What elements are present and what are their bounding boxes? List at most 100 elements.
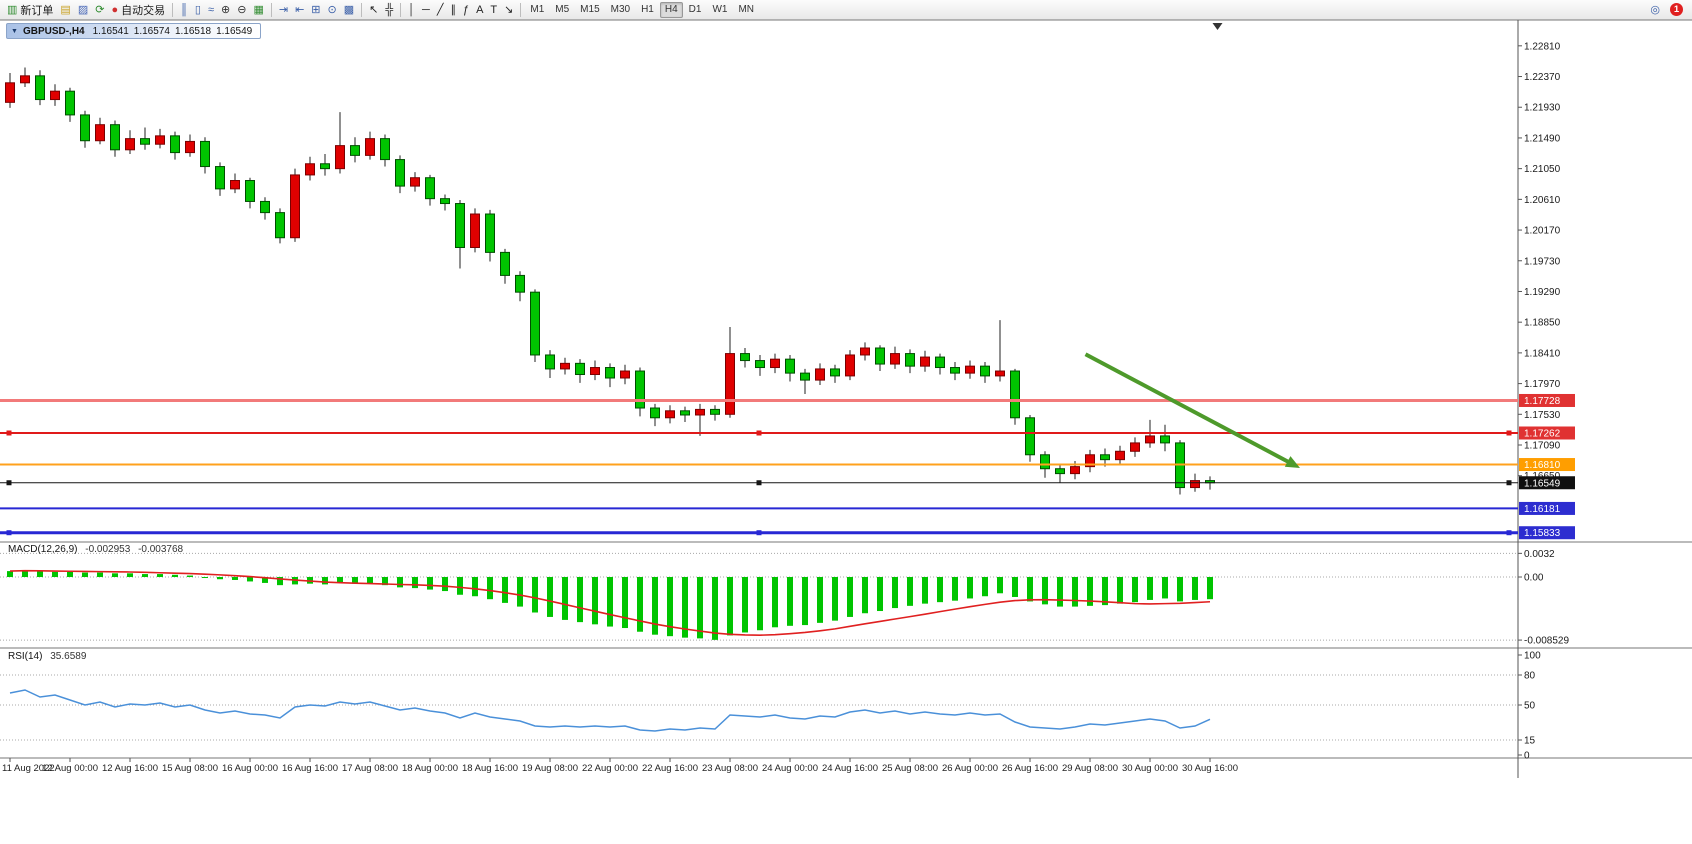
candle (860, 347, 870, 356)
zoom-in-button[interactable]: ⊕ (218, 1, 233, 19)
macd-histogram-bar (877, 577, 883, 612)
new-order-button[interactable]: ▥ 新订单 (4, 1, 56, 19)
trend-arrow-line[interactable] (1084, 352, 1294, 466)
macd-histogram-bar (487, 577, 493, 600)
price-tag-label: 1.16181 (1524, 504, 1561, 515)
macd-histogram-bar (1132, 577, 1138, 603)
crosshair-button[interactable]: ╬ (382, 1, 396, 19)
candle (155, 135, 165, 145)
macd-histogram-bar (172, 574, 178, 578)
channel-button[interactable]: ∥ (447, 1, 459, 19)
new-chart-button[interactable]: ⊞ (308, 1, 323, 19)
candle (80, 114, 90, 142)
auto-trading-button[interactable]: ● 自动交易 (108, 1, 168, 19)
vertical-line-icon: │ (408, 3, 416, 16)
candle (500, 251, 510, 276)
tile-windows-button[interactable]: ▦ (250, 1, 266, 19)
candlestick-chart-button[interactable]: ▯ (192, 1, 204, 19)
text-button[interactable]: A (473, 1, 486, 19)
line-handle[interactable] (756, 430, 762, 436)
auto-trading-button-label: 自动交易 (121, 4, 166, 17)
macd-histogram-bar (157, 574, 163, 578)
timeframe-m5[interactable]: M5 (555, 3, 570, 15)
macd-histogram-bar (592, 577, 598, 625)
macd-histogram-bar (7, 571, 13, 578)
chart-symbol-tab[interactable]: ▼ GBPUSD-,H4 1.16541 1.16574 1.16518 1.1… (6, 23, 262, 39)
timeframe-w1[interactable]: W1 (712, 3, 728, 15)
search-button[interactable]: ◎ (1647, 1, 1663, 19)
zoom-in-icon: ⊕ (221, 3, 231, 16)
time-axis-label: 16 Aug 16:00 (282, 763, 338, 774)
macd-histogram-bar (922, 577, 928, 604)
line-handle[interactable] (1506, 430, 1512, 436)
arrows-button[interactable]: ↘ (501, 1, 516, 19)
print-preview-button[interactable]: ▨ (75, 1, 91, 19)
time-axis-label: 30 Aug 00:00 (1122, 763, 1178, 774)
cursor-button[interactable]: ↖ (366, 1, 381, 19)
candle (350, 145, 360, 156)
line-handle[interactable] (756, 530, 762, 536)
toolbar: ▥ 新订单 ▤ ▨ ⟳ ● 自动交易 ║ ▯ ≈ ⊕ ⊖ ▦ ⇥ ⇤ ⊞ ⊙ ▩ ↖ ╬ │ ─ ╱ ∥ ƒ A T ↘ M1 M5 M15… (0, 0, 1692, 20)
period-icon: ⊙ (327, 3, 337, 16)
macd-histogram-bar (202, 577, 208, 579)
chart-shift-button[interactable]: ⇤ (292, 1, 307, 19)
line-handle[interactable] (6, 480, 12, 486)
timeframe-m15[interactable]: M15 (580, 3, 600, 15)
crosshair-icon: ╬ (385, 3, 394, 16)
macd-histogram-bar (622, 577, 628, 629)
price-tag-label: 1.15833 (1524, 528, 1561, 539)
timeframe-h1[interactable]: H1 (641, 3, 654, 15)
macd-histogram-bar (637, 577, 643, 632)
candle (320, 163, 330, 170)
vertical-line-button[interactable]: │ (405, 1, 418, 19)
chart-print-button[interactable]: ▤ (57, 1, 73, 19)
candle (530, 291, 540, 356)
line-chart-button[interactable]: ≈ (205, 1, 217, 19)
fibonacci-button[interactable]: ƒ (460, 1, 472, 19)
macd-histogram-bar (652, 577, 658, 635)
timeframe-h4[interactable]: H4 (659, 1, 683, 18)
candle (485, 213, 495, 253)
rsi-axis-label: 0 (1524, 751, 1530, 762)
macd-histogram-bar (82, 572, 88, 578)
line-handle[interactable] (1506, 480, 1512, 486)
candle (1010, 370, 1020, 419)
candle (1160, 435, 1170, 444)
new-order-button-label: 新订单 (20, 4, 54, 17)
notification-badge[interactable]: 1 (1670, 3, 1683, 16)
symbol-dropdown-icon[interactable]: ▼ (11, 27, 18, 35)
line-handle[interactable] (1506, 530, 1512, 536)
timeframe-m1[interactable]: M1 (530, 3, 545, 15)
candle (695, 408, 705, 416)
macd-histogram-bar (442, 577, 448, 592)
line-handle[interactable] (6, 430, 12, 436)
auto-scroll-button[interactable]: ⇥ (276, 1, 291, 19)
candle (785, 358, 795, 374)
zoom-out-button[interactable]: ⊖ (234, 1, 249, 19)
trendline-button[interactable]: ╱ (434, 1, 447, 19)
candle (470, 213, 480, 249)
line-handle[interactable] (6, 530, 12, 536)
template-button[interactable]: ▩ (341, 1, 357, 19)
timeframe-m30[interactable]: M30 (610, 3, 631, 15)
fibonacci-icon: ƒ (462, 3, 470, 16)
bar-chart-button[interactable]: ║ (177, 1, 191, 19)
timeframe-d1[interactable]: D1 (688, 3, 702, 15)
text-icon: A (476, 3, 484, 16)
macd-histogram-bar (862, 577, 868, 614)
refresh-button[interactable]: ⟳ (92, 1, 107, 19)
macd-histogram-bar (712, 577, 718, 640)
text-label-button[interactable]: T (487, 1, 500, 19)
trend-arrow-head[interactable] (1284, 456, 1300, 469)
chart-shift-marker[interactable] (1212, 23, 1223, 30)
period-button[interactable]: ⊙ (325, 1, 340, 19)
price-tag-label: 1.16810 (1524, 460, 1561, 471)
macd-histogram-bar (847, 577, 853, 617)
timeframe-mn[interactable]: MN (738, 3, 755, 15)
macd-histogram-bar (682, 577, 688, 638)
line-handle[interactable] (756, 480, 762, 486)
horizontal-line-button[interactable]: ─ (419, 1, 433, 19)
rsi-axis-label: 100 (1524, 651, 1541, 662)
macd-histogram-bar (787, 577, 793, 626)
